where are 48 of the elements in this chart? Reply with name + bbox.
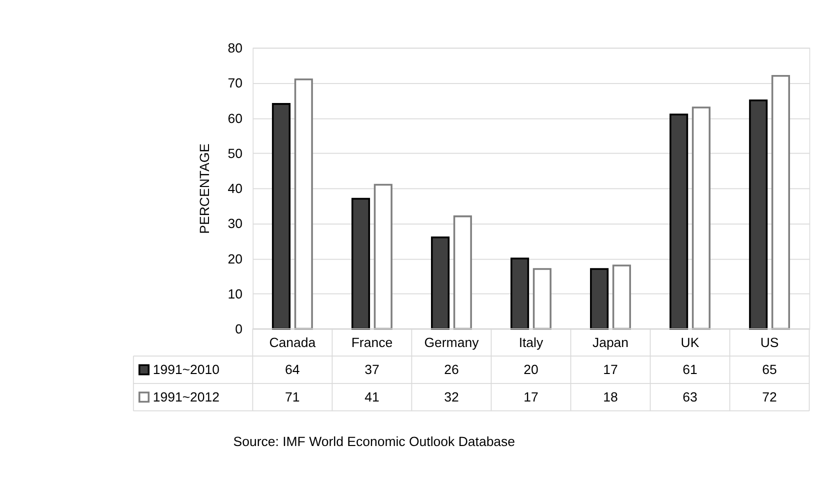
x-tick-label: Japan: [592, 334, 629, 350]
bar: [510, 258, 530, 330]
bar: [374, 184, 392, 330]
x-tick-label: Italy: [518, 334, 544, 350]
data-label: 64: [285, 362, 300, 378]
data-label: 65: [762, 362, 777, 378]
legend-label: 1991~2010: [152, 362, 220, 378]
x-tick-label: UK: [680, 334, 700, 350]
y-tick-label: 40: [228, 181, 243, 196]
y-tick-label: 30: [228, 216, 243, 232]
y-tick-label: 70: [228, 76, 243, 91]
y-tick-label: 20: [228, 251, 243, 266]
y-tick-label: 80: [228, 40, 243, 56]
bar: [670, 114, 688, 330]
bar: [590, 268, 609, 330]
y-tick-label: 60: [228, 110, 243, 126]
y-axis-title: PERCENTAGE: [197, 143, 212, 234]
bar: [351, 198, 370, 330]
source-note: Source: IMF World Economic Outlook Database: [233, 434, 516, 450]
bar: [532, 268, 552, 330]
bar: [612, 264, 631, 330]
data-label: 72: [762, 390, 777, 405]
x-tick-label: US: [760, 334, 779, 350]
data-label: 61: [682, 362, 698, 378]
bar: [430, 236, 450, 330]
y-tick-label: 50: [228, 146, 243, 161]
data-label: 26: [444, 362, 459, 378]
data-label: 17: [603, 362, 618, 378]
y-tick-label: 0: [235, 322, 243, 337]
y-tick-label: 10: [228, 286, 243, 302]
data-label: 41: [364, 390, 380, 405]
bar: [749, 100, 768, 330]
data-label: 18: [603, 390, 618, 405]
bar: [453, 215, 472, 330]
x-tick-label: Canada: [269, 334, 316, 350]
bar: [272, 103, 291, 330]
legend-label: 1991~2012: [152, 390, 220, 405]
data-label: 20: [524, 362, 538, 378]
x-tick-label: France: [351, 334, 393, 350]
bar: [294, 78, 313, 330]
data-label: 71: [285, 390, 300, 405]
x-tick-label: Germany: [424, 334, 480, 350]
data-label: 17: [524, 390, 538, 405]
data-label: 37: [364, 362, 380, 378]
data-label: 32: [444, 390, 459, 405]
bar: [771, 74, 790, 330]
data-label: 63: [682, 390, 698, 405]
bar: [692, 106, 710, 330]
